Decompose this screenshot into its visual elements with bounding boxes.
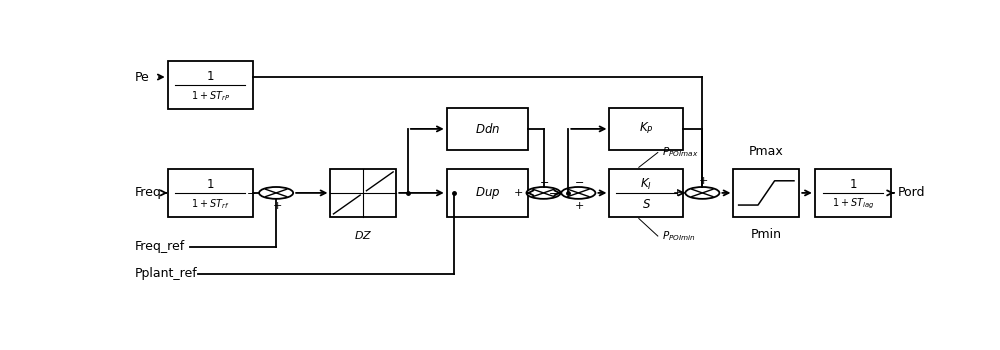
Text: Pord: Pord: [898, 187, 925, 199]
Text: $1$: $1$: [206, 70, 214, 83]
Text: $1$: $1$: [206, 178, 214, 191]
FancyBboxPatch shape: [609, 108, 683, 150]
Text: Pplant_ref: Pplant_ref: [134, 267, 197, 280]
Text: Pmin: Pmin: [751, 228, 782, 241]
Circle shape: [685, 187, 719, 199]
Text: Freq_ref: Freq_ref: [134, 240, 185, 253]
Text: $1$: $1$: [849, 178, 857, 191]
Text: Pe: Pe: [134, 71, 149, 84]
FancyBboxPatch shape: [609, 169, 683, 217]
Text: $+$: $+$: [574, 200, 584, 211]
Text: $-$: $-$: [574, 176, 584, 186]
Circle shape: [561, 187, 595, 199]
Text: $DZ$: $DZ$: [354, 229, 373, 241]
Text: $1+ST_{rP}$: $1+ST_{rP}$: [191, 89, 230, 103]
Text: $-$: $-$: [539, 176, 549, 186]
Circle shape: [259, 187, 293, 199]
Text: $+$: $+$: [272, 201, 282, 211]
FancyBboxPatch shape: [168, 61, 253, 109]
FancyBboxPatch shape: [815, 169, 891, 217]
FancyBboxPatch shape: [168, 169, 253, 217]
FancyBboxPatch shape: [330, 169, 396, 217]
Text: $Dup$: $Dup$: [475, 185, 500, 201]
Circle shape: [526, 187, 561, 199]
Text: Pmax: Pmax: [749, 145, 784, 158]
Text: $1+ST_{lag}$: $1+ST_{lag}$: [832, 197, 874, 211]
FancyBboxPatch shape: [447, 108, 528, 150]
Text: $-$: $-$: [246, 187, 256, 197]
Text: $1+ST_{rf}$: $1+ST_{rf}$: [191, 197, 229, 211]
FancyBboxPatch shape: [733, 169, 799, 217]
Text: $P_{POImin}$: $P_{POImin}$: [662, 229, 695, 243]
FancyBboxPatch shape: [447, 169, 528, 217]
Text: $+$: $+$: [698, 175, 708, 186]
Text: $-$: $-$: [548, 187, 558, 197]
Text: $+$: $+$: [672, 187, 682, 198]
Text: $K_I$: $K_I$: [640, 177, 652, 192]
Text: $P_{POImax}$: $P_{POImax}$: [662, 146, 698, 159]
Text: $+$: $+$: [513, 187, 523, 198]
Text: $S$: $S$: [642, 198, 651, 211]
Text: $K_P$: $K_P$: [639, 121, 654, 136]
Text: $Ddn$: $Ddn$: [475, 122, 500, 136]
Text: Freq: Freq: [134, 187, 161, 199]
